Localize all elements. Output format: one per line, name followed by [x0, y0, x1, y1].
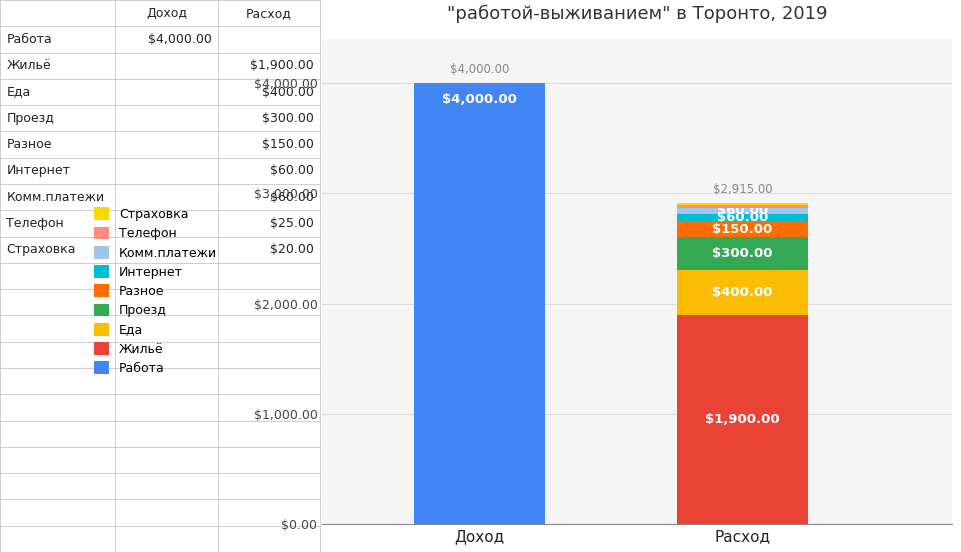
- Text: $1,900.00: $1,900.00: [250, 59, 313, 72]
- Title: Доходы/расходы в месяц на иммигрантскую пару с
"работой-выживанием" в Торонто, 2: Доходы/расходы в месяц на иммигрантскую …: [391, 0, 882, 23]
- Text: Проезд: Проезд: [7, 112, 54, 125]
- Text: $25.00: $25.00: [270, 217, 313, 230]
- Text: $4,000.00: $4,000.00: [442, 93, 517, 106]
- Text: Жильё: Жильё: [7, 59, 51, 72]
- Text: Разное: Разное: [7, 138, 52, 151]
- Text: $400.00: $400.00: [711, 286, 772, 299]
- Text: $60.00: $60.00: [716, 211, 767, 224]
- Text: $400.00: $400.00: [261, 86, 313, 98]
- Text: Расход: Расход: [246, 7, 292, 20]
- Text: Комм.платежи: Комм.платежи: [7, 190, 105, 204]
- Text: Страховка: Страховка: [7, 243, 76, 256]
- Bar: [676, 270, 807, 315]
- Text: $1,900.00: $1,900.00: [704, 413, 778, 426]
- Bar: [676, 205, 807, 208]
- Text: $60.00: $60.00: [270, 190, 313, 204]
- Text: Еда: Еда: [7, 86, 31, 98]
- Text: Интернет: Интернет: [7, 164, 70, 177]
- Text: $2,915.00: $2,915.00: [712, 183, 772, 196]
- Bar: [676, 315, 807, 524]
- Text: Работа: Работа: [7, 33, 52, 46]
- Text: $60.00: $60.00: [716, 204, 767, 217]
- Text: Телефон: Телефон: [7, 217, 64, 230]
- Text: $150.00: $150.00: [711, 222, 772, 236]
- Text: $300.00: $300.00: [711, 247, 772, 261]
- Text: $4,000.00: $4,000.00: [147, 33, 211, 46]
- Text: $60.00: $60.00: [270, 164, 313, 177]
- Text: Доход: Доход: [146, 7, 186, 20]
- Bar: [676, 203, 807, 205]
- Text: $150.00: $150.00: [261, 138, 313, 151]
- Legend: Страховка, Телефон, Комм.платежи, Интернет, Разное, Проезд, Еда, Жильё, Работа: Страховка, Телефон, Комм.платежи, Интерн…: [89, 203, 222, 380]
- Bar: [676, 208, 807, 214]
- Bar: [676, 237, 807, 270]
- Text: $4,000.00: $4,000.00: [450, 63, 509, 76]
- Bar: [414, 83, 545, 524]
- Text: $300.00: $300.00: [261, 112, 313, 125]
- Bar: [676, 214, 807, 221]
- Text: $20.00: $20.00: [270, 243, 313, 256]
- Bar: [676, 221, 807, 237]
